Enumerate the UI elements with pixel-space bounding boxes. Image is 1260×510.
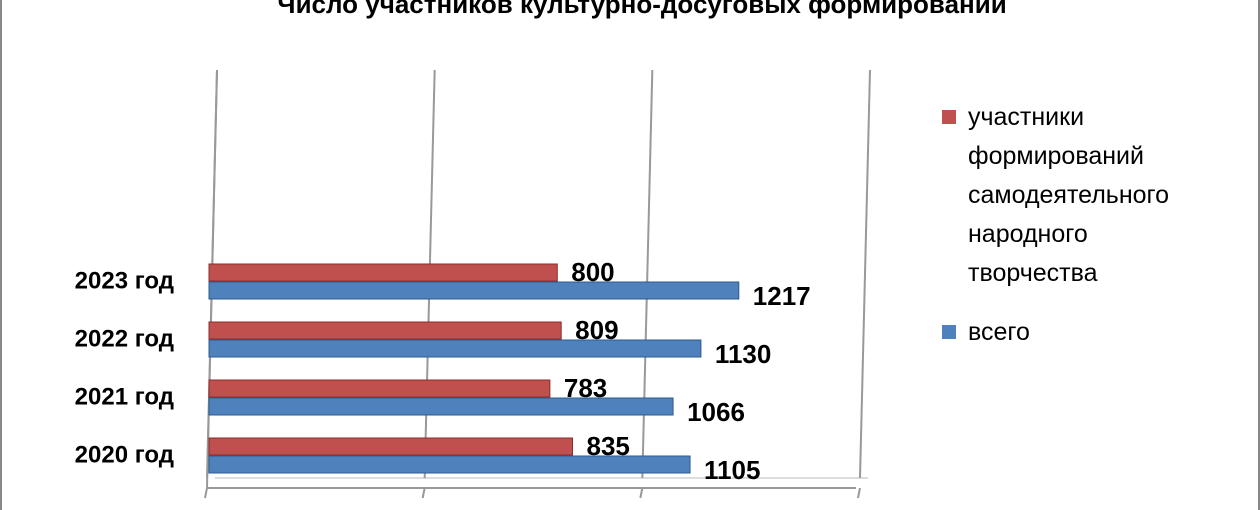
bar [208, 263, 558, 282]
y-tick-label: 2020 год [75, 441, 174, 468]
bar [208, 321, 562, 340]
tick-mark [204, 487, 208, 499]
legend-swatch [942, 325, 956, 339]
legend-label: всего [968, 318, 1030, 346]
grid-line [859, 69, 871, 479]
bar [208, 455, 691, 474]
bar [208, 379, 551, 398]
bar [208, 339, 702, 358]
bar [208, 437, 574, 456]
tick-mark [639, 487, 644, 499]
legend-swatch [942, 110, 956, 124]
legend-item: всего [942, 313, 1222, 352]
bar [208, 397, 674, 416]
tick-mark [857, 487, 861, 499]
value-label: 1130 [715, 339, 771, 369]
legend-item: участники формирований самодеятельного н… [942, 98, 1222, 293]
y-tick-label: 2022 год [75, 325, 174, 352]
value-label: 1066 [687, 397, 745, 427]
bar [208, 281, 740, 300]
value-label: 1105 [704, 455, 760, 485]
value-label: 1217 [753, 281, 811, 311]
y-tick-label: 2021 год [75, 383, 174, 410]
chart-title: Число участников культурно-досуговых фор… [277, 0, 1006, 19]
legend-label: участники формирований самодеятельного н… [968, 103, 1170, 287]
y-tick-label: 2023 год [75, 267, 174, 294]
tick-mark [421, 487, 426, 499]
legend: участники формирований самодеятельного н… [942, 98, 1222, 372]
grid-line [641, 69, 654, 479]
